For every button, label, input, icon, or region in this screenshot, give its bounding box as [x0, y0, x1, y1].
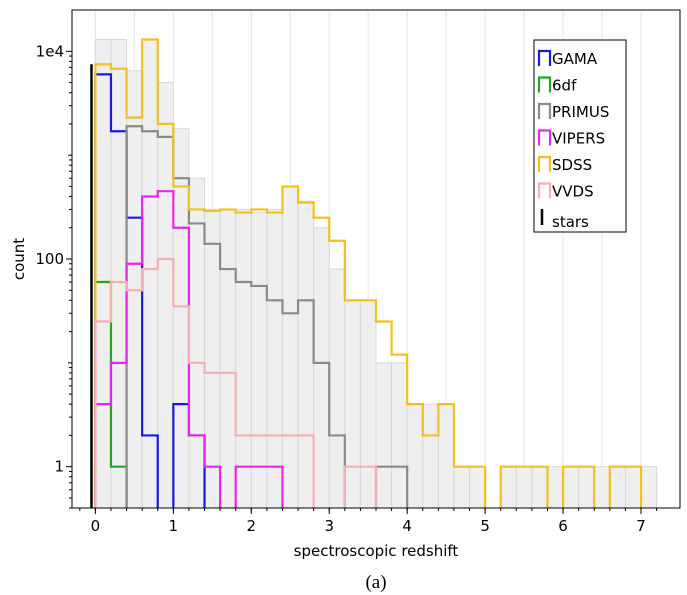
series-vipers-steps [94, 190, 284, 508]
total-bar [500, 466, 517, 509]
total-bar [328, 268, 346, 509]
legend-label-vipers: VIPERS [552, 130, 605, 148]
total-bar [281, 185, 299, 509]
total-bar [562, 466, 580, 509]
total-bar [188, 177, 206, 509]
total-bar [375, 362, 393, 509]
total-bar [453, 466, 471, 509]
legend-label-vvds: VVDS [552, 183, 594, 201]
y-tick-label: 1e4 [36, 42, 64, 60]
legend-label-gama: GAMA [552, 50, 598, 68]
x-tick-label: 0 [91, 517, 101, 535]
series-sdss-steps [94, 38, 643, 508]
y-axis: 1 100 1e4 [35, 42, 72, 509]
legend: GAMA 6df PRIMUS VIPERS SDSS VVDS stars [533, 39, 627, 233]
legend-swatch-6df [537, 76, 552, 93]
total-bar [422, 403, 439, 509]
total-bar [515, 466, 533, 509]
legend-swatch-gama [537, 49, 552, 66]
x-tick-label: 2 [247, 517, 257, 535]
total-bar [344, 299, 361, 509]
y-tick-label: 100 [35, 250, 64, 268]
figure-caption: (a) [365, 572, 386, 593]
total-histogram [94, 38, 658, 509]
legend-label-sdss: SDSS [552, 156, 592, 174]
total-bar [110, 38, 128, 509]
total-bar [546, 466, 564, 509]
x-axis-title: spectroscopic redshift [294, 542, 459, 560]
x-tick-label: 5 [480, 517, 490, 535]
total-bar [359, 299, 377, 509]
total-bar [141, 38, 159, 509]
series-vvds [94, 257, 378, 508]
legend-label-primus: PRIMUS [552, 103, 609, 121]
legend-swatch-primus [537, 102, 552, 119]
series-vipers [94, 190, 284, 508]
total-bar [235, 208, 252, 509]
series-histograms [90, 38, 643, 508]
total-bar [204, 208, 221, 509]
x-tick-label: 3 [324, 517, 334, 535]
total-bar [297, 200, 315, 509]
total-bar [266, 208, 283, 509]
total-bar [578, 466, 595, 509]
total-bar [609, 466, 626, 509]
series-vvds-steps [94, 257, 378, 508]
total-bar [250, 212, 268, 509]
legend-label-6df: 6df [552, 77, 577, 95]
x-tick-label: 1 [169, 517, 179, 535]
series-sdss [94, 38, 643, 508]
total-bar [624, 466, 642, 509]
x-axis: 0 1 2 3 4 5 6 7 [79, 508, 658, 535]
total-bar [531, 466, 548, 509]
total-bar [391, 362, 408, 509]
y-axis-title: count [10, 238, 28, 280]
y-tick-label: 1 [54, 458, 64, 476]
total-bar [437, 403, 455, 509]
total-bar [219, 208, 237, 509]
total-bar [640, 466, 658, 509]
legend-label-stars: stars [552, 213, 589, 231]
total-bar [313, 227, 330, 509]
legend-swatch-sdss [537, 155, 552, 172]
total-bar [469, 466, 486, 509]
x-tick-label: 7 [636, 517, 646, 535]
total-bar [94, 38, 112, 509]
legend-swatch-vvds [537, 182, 552, 199]
x-tick-label: 4 [402, 517, 412, 535]
total-bar [406, 403, 424, 509]
legend-swatch-vipers [537, 129, 552, 146]
x-tick-label: 6 [558, 517, 568, 535]
total-bar [593, 466, 611, 509]
total-bar [157, 82, 174, 509]
